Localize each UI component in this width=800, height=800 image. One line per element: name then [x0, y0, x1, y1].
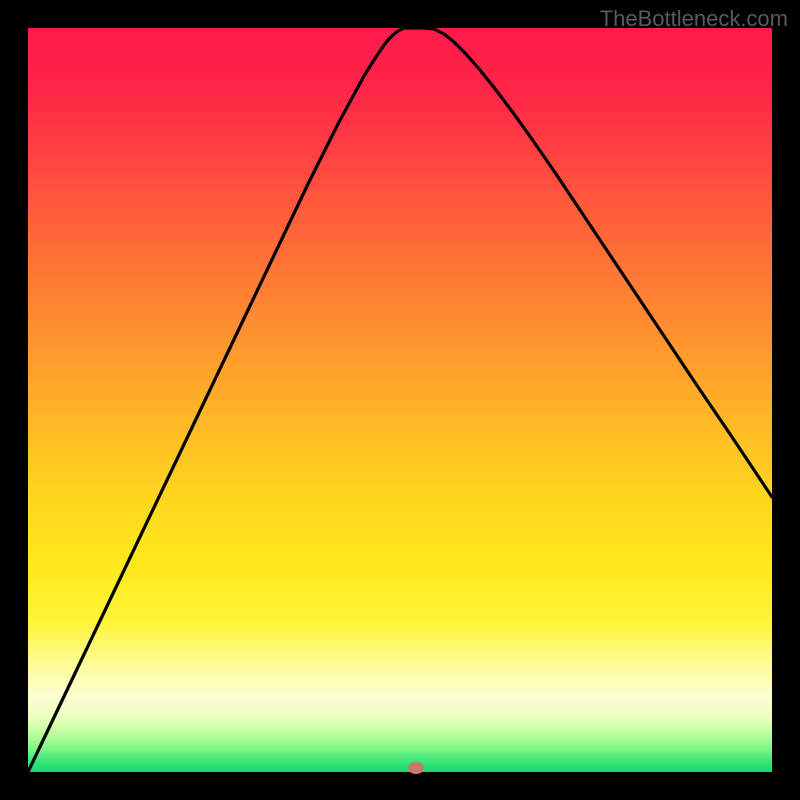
watermark-text: TheBottleneck.com — [600, 6, 788, 32]
chart-plot-area — [28, 28, 772, 772]
chart-curve-layer — [28, 28, 772, 772]
minimum-marker — [408, 762, 424, 774]
v-curve-line — [28, 28, 772, 772]
